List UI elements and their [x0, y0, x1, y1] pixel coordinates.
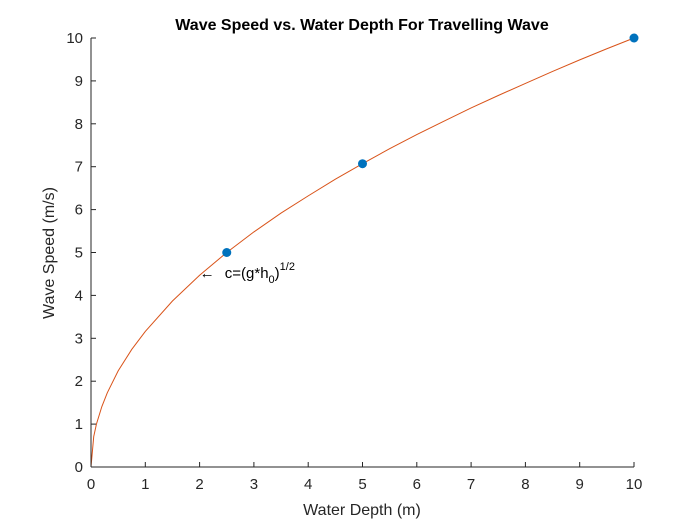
y-tick-label: 6 — [75, 202, 83, 219]
y-tick-label: 8 — [75, 116, 83, 133]
annotation-subscript: 0 — [269, 274, 275, 286]
annotation-layer: ← c=(g*h0)1/2 — [200, 261, 295, 286]
data-point — [222, 248, 232, 257]
y-tick-label: 7 — [75, 159, 83, 176]
data-point — [629, 33, 639, 43]
data-point — [358, 159, 367, 169]
series-layer — [90, 33, 639, 468]
y-tick-label: 1 — [75, 416, 83, 433]
axes-layer: 0 1 2 3 4 5 6 7 8 9 10 0 1 2 3 4 5 6 7 8 9 10 — [66, 30, 642, 493]
x-tick-label: 7 — [467, 476, 475, 493]
x-tick-label: 0 — [87, 476, 95, 493]
x-axis-label: Water Depth (m) — [303, 502, 421, 519]
y-tick-label: 2 — [75, 373, 83, 390]
y-axis-label: Wave Speed (m/s) — [41, 187, 58, 319]
annotation-arrow: ← — [200, 265, 215, 282]
y-tick-label: 3 — [75, 330, 83, 347]
chart-title: Wave Speed vs. Water Depth For Travellin… — [175, 17, 549, 34]
x-tick-label: 3 — [250, 476, 258, 493]
y-tick-label: 4 — [75, 287, 83, 304]
formula-annotation: ← c=(g*h0)1/2 — [200, 261, 295, 286]
y-tick-label: 5 — [75, 245, 83, 262]
y-tick-label: 10 — [66, 30, 83, 47]
annotation-superscript: 1/2 — [280, 261, 295, 273]
x-tick-label: 5 — [358, 476, 366, 493]
y-tick-label: 9 — [75, 73, 83, 90]
annotation-text-close: ) — [275, 265, 280, 282]
y-tick-label: 0 — [75, 459, 83, 476]
plot-area — [91, 38, 634, 467]
x-tick-label: 10 — [626, 476, 643, 493]
annotation-text-main: c=(g*h — [225, 265, 269, 282]
x-tick-label: 9 — [576, 476, 584, 493]
x-tick-label: 2 — [195, 476, 203, 493]
wave-speed-curve — [90, 37, 635, 468]
x-tick-label: 6 — [413, 476, 421, 493]
x-tick-label: 1 — [141, 476, 149, 493]
x-tick-label: 4 — [304, 476, 312, 493]
x-tick-label: 8 — [521, 476, 529, 493]
